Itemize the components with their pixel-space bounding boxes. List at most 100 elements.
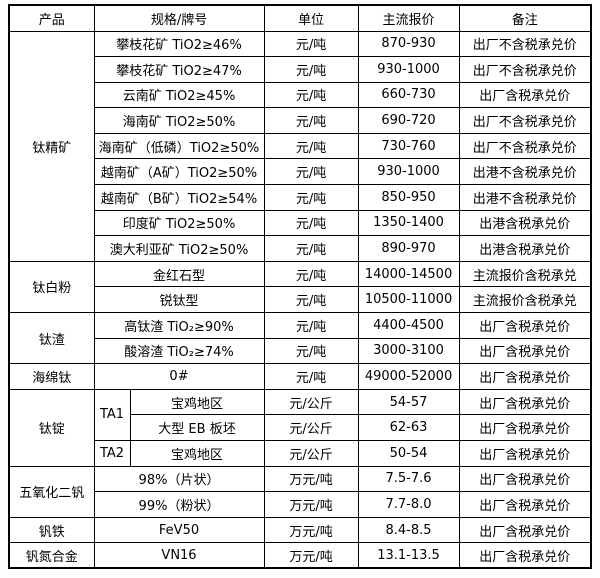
- table-row: 钛白粉 金红石型 元/吨 14000-14500 主流报价含税承兑: [8, 260, 592, 314]
- price-cell: 14000-14500: [357, 260, 460, 288]
- unit-cell: 万元/吨: [263, 542, 359, 569]
- header-note: 备注: [458, 4, 592, 32]
- price-cell: 930-1000: [357, 56, 460, 83]
- spec-cell: 海南矿（低磷）TiO2≥50%: [93, 132, 265, 160]
- unit-cell: 元/吨: [263, 158, 359, 186]
- table-row: 五氧化二钒 98%（片状） 万元/吨 7.5-7.6 出厂含税承兑价: [8, 465, 592, 518]
- unit-cell: 元/吨: [263, 209, 359, 237]
- unit-cell: 元/吨: [263, 184, 359, 211]
- unit-cell: 元/吨: [263, 337, 359, 365]
- price-cell: 3000-3100: [357, 337, 460, 365]
- unit-cell: 万元/吨: [263, 491, 359, 518]
- table-row: 钛精矿 攀枝花矿 TiO2≥46% 元/吨 870-930 出厂不含税承兑价: [8, 30, 592, 262]
- product-cell: 钛白粉: [8, 260, 95, 314]
- spec-cell: 云南矿 TiO2≥45%: [93, 81, 265, 109]
- header-price: 主流报价: [357, 4, 460, 32]
- product-cell: 钛锭: [8, 388, 95, 467]
- table-row: 海南矿 TiO2≥50% 元/吨 690-720 出厂不含税承兑价: [9, 107, 592, 134]
- spec-cell: 印度矿 TiO2≥50%: [93, 209, 265, 237]
- note-cell: 主流报价含税承兑: [458, 286, 592, 314]
- note-cell: 出厂含税承兑价: [458, 516, 592, 544]
- product-cell: 钒氮合金: [8, 542, 95, 569]
- price-cell: 870-930: [357, 30, 460, 58]
- note-cell: 出厂含税承兑价: [458, 81, 592, 109]
- note-cell: 出厂含税承兑价: [458, 388, 592, 416]
- table-row: 攀枝花矿 TiO2≥47% 元/吨 930-1000 出厂不含税承兑价: [9, 56, 592, 83]
- note-cell: 出厂不含税承兑价: [458, 107, 592, 134]
- unit-cell: 元/吨: [263, 30, 359, 58]
- spec-cell: 大型 EB 板坯: [129, 414, 265, 441]
- spec-cell: 金红石型: [93, 260, 265, 288]
- price-cell: 690-720: [357, 107, 460, 134]
- note-cell: 出厂含税承兑价: [458, 312, 592, 339]
- header-spec: 规格/牌号: [93, 4, 265, 32]
- header-unit: 单位: [263, 4, 359, 32]
- table-row: 钛渣 高钛渣 TiO₂≥90% 元/吨 4400-4500 出厂含税承兑价: [8, 312, 592, 365]
- table-row: 钒氮合金 VN16 万元/吨 13.1-13.5 出厂含税承兑价: [8, 542, 592, 569]
- table-row: 钒铁 FeV50 万元/吨 8.4-8.5 出厂含税承兑价: [8, 516, 592, 544]
- table-row: 澳大利亚矿 TiO2≥50% 元/吨 890-970 出港含税承兑价: [9, 235, 592, 262]
- price-cell: 8.4-8.5: [357, 516, 460, 544]
- unit-cell: 元/公斤: [263, 414, 359, 441]
- price-cell: 7.5-7.6: [357, 465, 460, 493]
- unit-cell: 元/吨: [263, 260, 359, 288]
- spec-cell: FeV50: [93, 516, 265, 544]
- spec-cell: 海南矿 TiO2≥50%: [93, 107, 265, 134]
- table-row: 99%（粉状） 万元/吨 7.7-8.0 出厂含税承兑价: [9, 491, 592, 518]
- grade-cell: TA1: [93, 388, 131, 442]
- table-row: 海南矿（低磷）TiO2≥50% 元/吨 730-760 出厂不含税承兑价: [9, 132, 592, 160]
- spec-cell: VN16: [93, 542, 265, 569]
- price-cell: 50-54: [357, 440, 460, 467]
- spec-cell: 攀枝花矿 TiO2≥47%: [93, 56, 265, 83]
- unit-cell: 元/公斤: [263, 440, 359, 467]
- unit-cell: 元/吨: [263, 132, 359, 160]
- note-cell: 出厂不含税承兑价: [458, 30, 592, 58]
- spec-cell: 澳大利亚矿 TiO2≥50%: [93, 235, 265, 262]
- price-cell: 62-63: [357, 414, 460, 441]
- spec-cell: 锐钛型: [93, 286, 265, 314]
- spec-cell: 攀枝花矿 TiO2≥46%: [93, 30, 265, 58]
- table-row: 大型 EB 板坯 元/公斤 62-63 出厂含税承兑价: [9, 414, 592, 441]
- note-cell: 出厂含税承兑价: [458, 491, 592, 518]
- table-row: 印度矿 TiO2≥50% 元/吨 1350-1400 出港含税承兑价: [9, 209, 592, 237]
- price-cell: 1350-1400: [357, 209, 460, 237]
- product-cell: 海绵钛: [8, 363, 95, 390]
- header-product: 产品: [8, 4, 95, 32]
- table-row: TA2 宝鸡地区 元/公斤 50-54 出厂含税承兑价: [9, 440, 592, 467]
- price-cell: 930-1000: [357, 158, 460, 186]
- grade-cell: TA2: [93, 440, 131, 467]
- unit-cell: 万元/吨: [263, 516, 359, 544]
- product-cell: 五氧化二钒: [8, 465, 95, 518]
- table-row: 海绵钛 0# 元/吨 49000-52000 出厂含税承兑价: [8, 363, 592, 390]
- price-table: 产品 规格/牌号 单位 主流报价 备注 钛精矿 攀枝花矿 TiO2≥46% 元/…: [8, 4, 593, 570]
- note-cell: 出厂含税承兑价: [458, 363, 592, 390]
- note-cell: 出厂不含税承兑价: [458, 132, 592, 160]
- price-cell: 13.1-13.5: [357, 542, 460, 569]
- table-row: 越南矿（B矿）TiO2≥54% 元/吨 850-950 出港不含税承兑价: [9, 184, 592, 211]
- price-cell: 660-730: [357, 81, 460, 109]
- table-row: 越南矿（A矿）TiO2≥50% 元/吨 930-1000 出港不含税承兑价: [9, 158, 592, 186]
- note-cell: 出厂不含税承兑价: [458, 56, 592, 83]
- price-cell: 10500-11000: [357, 286, 460, 314]
- price-cell: 7.7-8.0: [357, 491, 460, 518]
- note-cell: 出厂含税承兑价: [458, 440, 592, 467]
- unit-cell: 元/公斤: [263, 388, 359, 416]
- unit-cell: 元/吨: [263, 81, 359, 109]
- spec-cell: 越南矿（A矿）TiO2≥50%: [93, 158, 265, 186]
- spec-cell: 宝鸡地区: [129, 388, 265, 416]
- note-cell: 出港不含税承兑价: [458, 158, 592, 186]
- unit-cell: 元/吨: [263, 312, 359, 339]
- note-cell: 主流报价含税承兑: [458, 260, 592, 288]
- table-row: 钛锭 TA1 宝鸡地区 元/公斤 54-57 出厂含税承兑价: [8, 388, 592, 467]
- note-cell: 出港不含税承兑价: [458, 184, 592, 211]
- note-cell: 出港含税承兑价: [458, 209, 592, 237]
- price-cell: 54-57: [357, 388, 460, 416]
- product-cell: 钛渣: [8, 312, 95, 365]
- price-cell: 730-760: [357, 132, 460, 160]
- note-cell: 出厂含税承兑价: [458, 337, 592, 365]
- product-cell: 钒铁: [8, 516, 95, 544]
- unit-cell: 元/吨: [263, 56, 359, 83]
- spec-cell: 酸溶渣 TiO₂≥74%: [93, 337, 265, 365]
- price-cell: 850-950: [357, 184, 460, 211]
- note-cell: 出厂含税承兑价: [458, 414, 592, 441]
